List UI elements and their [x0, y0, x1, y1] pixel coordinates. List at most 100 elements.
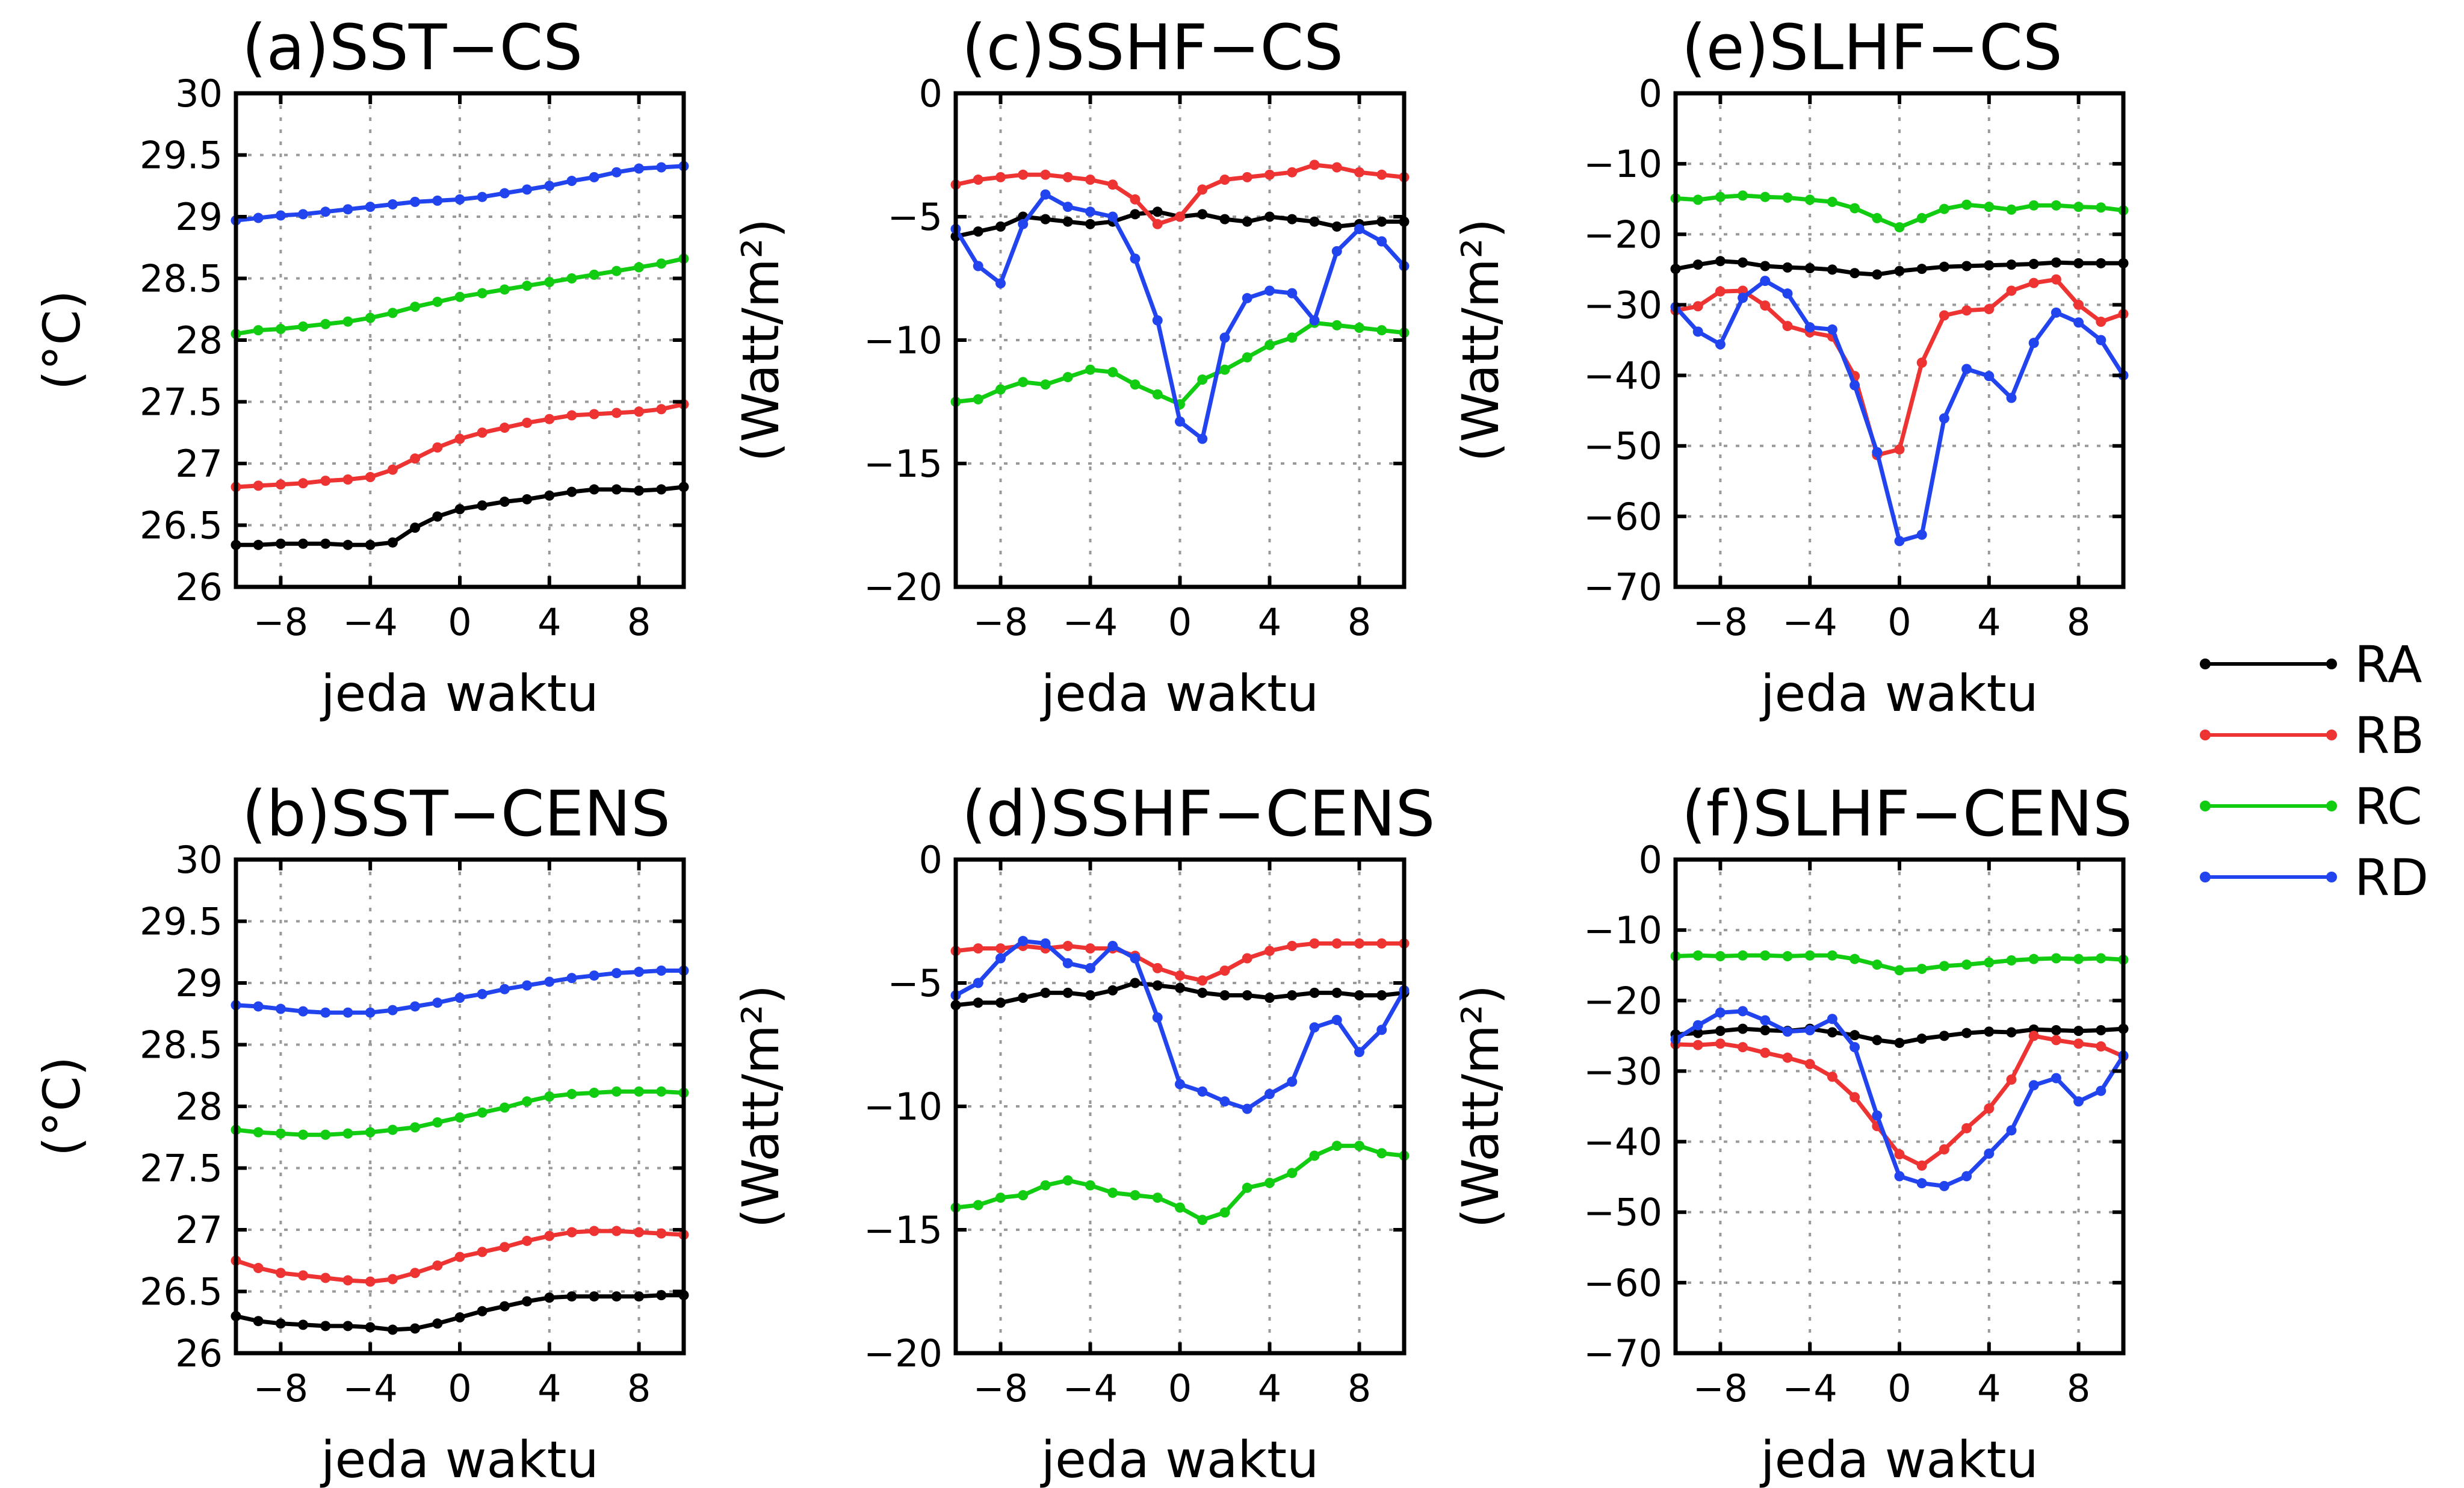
- data-point: [477, 427, 488, 438]
- data-point: [1376, 990, 1387, 1000]
- series-line-RB: [1675, 277, 2125, 457]
- data-point: [973, 1200, 983, 1211]
- data-point: [342, 1128, 353, 1139]
- data-point: [1715, 286, 1726, 297]
- y-tick-label: 29.5: [140, 900, 223, 944]
- data-point: [1827, 1027, 1837, 1038]
- data-point: [995, 278, 1006, 289]
- data-point: [1827, 1014, 1837, 1025]
- series-RC: [231, 253, 689, 339]
- x-tick-label: 4: [537, 600, 561, 644]
- data-point: [320, 1007, 331, 1018]
- data-point: [1354, 938, 1364, 949]
- y-tick-label: −60: [1583, 1261, 1662, 1305]
- data-point: [589, 1226, 599, 1236]
- data-point: [2006, 392, 2017, 403]
- data-point: [2028, 1080, 2039, 1091]
- data-point: [387, 1005, 398, 1015]
- series-RC: [1670, 190, 2129, 233]
- data-point: [566, 973, 577, 984]
- data-point: [253, 212, 264, 223]
- data-point: [320, 476, 331, 486]
- y-tick-label: −15: [864, 1208, 943, 1252]
- data-point: [275, 1003, 286, 1014]
- y-axis-label: (Watt/m²): [731, 219, 790, 462]
- data-point: [1916, 1034, 1927, 1044]
- data-point: [1354, 167, 1364, 178]
- data-point: [1939, 1144, 1949, 1155]
- data-point: [1062, 202, 1073, 212]
- data-point: [544, 1292, 555, 1303]
- data-point: [387, 1124, 398, 1135]
- data-point: [1085, 1180, 1095, 1191]
- series-RD: [1670, 1006, 2129, 1191]
- data-point: [2096, 335, 2106, 346]
- data-point: [1850, 1030, 1860, 1041]
- data-point: [253, 1316, 264, 1327]
- data-point: [1265, 993, 1275, 1003]
- legend-marker: [2200, 801, 2211, 811]
- data-point: [1175, 211, 1185, 222]
- series-RA: [231, 482, 689, 550]
- data-point: [1331, 987, 1342, 998]
- data-point: [1939, 261, 1949, 272]
- data-point: [1265, 169, 1275, 180]
- data-point: [1197, 374, 1208, 385]
- data-point: [275, 538, 286, 549]
- data-point: [2051, 274, 2061, 285]
- data-point: [342, 1275, 353, 1286]
- data-point: [1085, 943, 1095, 954]
- panel-title: (d)SSHF−CENS: [962, 777, 1435, 851]
- data-point: [432, 511, 443, 522]
- data-point: [1085, 206, 1095, 217]
- y-tick-label: −10: [864, 318, 943, 362]
- data-point: [973, 175, 983, 185]
- data-point: [1062, 987, 1073, 998]
- data-point: [1894, 965, 1905, 976]
- x-tick-label: −4: [1782, 600, 1837, 644]
- data-point: [387, 537, 398, 548]
- data-point: [634, 163, 645, 174]
- x-tick-label: 4: [537, 1366, 561, 1410]
- data-point: [1376, 325, 1387, 336]
- data-point: [1018, 993, 1029, 1003]
- data-point: [2006, 955, 2017, 966]
- data-point: [454, 291, 465, 302]
- data-point: [1152, 206, 1163, 217]
- x-tick-label: −4: [1063, 600, 1118, 644]
- data-point: [611, 1226, 622, 1236]
- data-point: [973, 394, 983, 405]
- data-point: [2051, 1035, 2061, 1046]
- series-RD: [950, 189, 1410, 444]
- data-point: [1309, 315, 1320, 326]
- data-point: [1287, 1076, 1298, 1087]
- legend-marker: [2326, 730, 2337, 740]
- data-point: [1715, 1026, 1726, 1037]
- data-point: [410, 196, 421, 207]
- data-point: [2006, 259, 2017, 270]
- data-point: [1738, 190, 1748, 201]
- data-point: [1715, 1038, 1726, 1049]
- data-point: [566, 486, 577, 497]
- y-tick-label: 0: [919, 72, 943, 116]
- data-point: [656, 1290, 667, 1301]
- data-point: [2006, 204, 2017, 215]
- data-point: [2073, 1038, 2084, 1049]
- data-point: [1715, 191, 1726, 202]
- data-point: [1782, 1052, 1793, 1063]
- data-point: [1738, 1006, 1748, 1017]
- data-point: [995, 997, 1006, 1008]
- series-RB: [231, 1226, 689, 1287]
- data-point: [342, 474, 353, 485]
- data-point: [275, 1128, 286, 1139]
- data-point: [1331, 320, 1342, 330]
- y-tick-label: 27: [175, 1208, 223, 1252]
- data-point: [566, 410, 577, 421]
- x-tick-label: 0: [1168, 600, 1192, 644]
- data-point: [656, 966, 667, 976]
- data-point: [1961, 364, 1972, 374]
- data-point: [342, 1321, 353, 1331]
- data-point: [522, 184, 533, 195]
- data-point: [973, 997, 983, 1008]
- data-point: [320, 1273, 331, 1283]
